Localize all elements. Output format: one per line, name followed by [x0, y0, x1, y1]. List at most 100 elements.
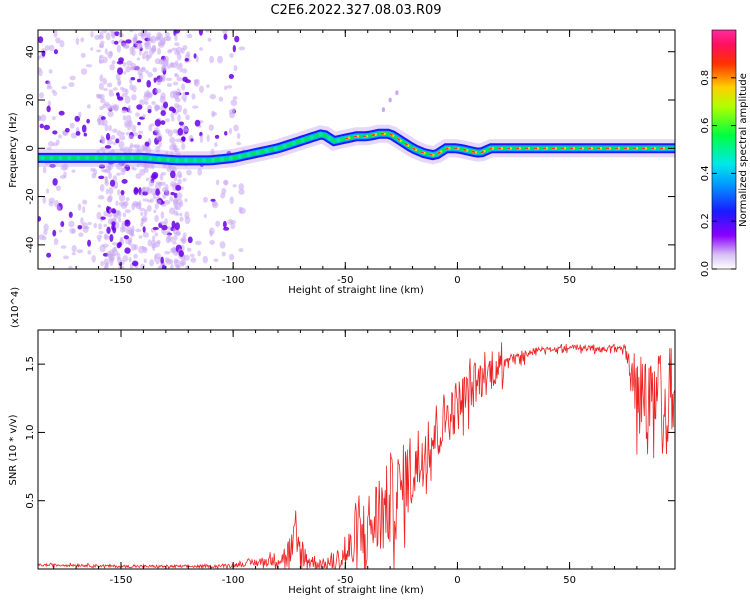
scatter-blob	[131, 260, 139, 267]
scatter-blob	[108, 92, 115, 97]
scatter-blob	[76, 249, 84, 254]
scatter-blob	[174, 222, 180, 231]
scatter-blob	[143, 161, 148, 170]
scatter-blob	[184, 79, 191, 84]
scatter-blob	[126, 60, 133, 66]
scatter-blob	[233, 124, 239, 132]
scatter-blob	[166, 64, 171, 69]
scatter-blob	[186, 247, 192, 252]
scatter-blob	[123, 146, 130, 154]
snr-x-tick-label: 50	[563, 575, 576, 586]
scatter-blob	[179, 216, 184, 222]
scatter-blob	[145, 70, 149, 74]
scatter-blob	[104, 233, 108, 241]
scatter-blob	[142, 191, 149, 196]
scatter-blob	[39, 123, 44, 129]
scatter-blob	[118, 217, 122, 223]
scatter-blob	[159, 74, 165, 83]
spectrogram-y-tick-label: 0	[25, 145, 36, 151]
scatter-blob	[195, 55, 199, 63]
scatter-blob	[197, 250, 201, 257]
scatter-blob	[59, 40, 65, 48]
scatter-blob	[170, 112, 175, 118]
scatter-blob	[103, 223, 108, 228]
scatter-blob	[175, 265, 181, 269]
scatter-blob	[181, 142, 186, 151]
scatter-blob	[156, 260, 160, 265]
scatter-blob	[160, 203, 167, 207]
scatter-blob	[166, 77, 173, 81]
scatter-blob	[59, 175, 66, 179]
scatter-blob	[381, 107, 386, 113]
scatter-blob	[94, 34, 101, 40]
scatter-blob	[178, 250, 184, 257]
scatter-blob	[145, 54, 150, 62]
scatter-blob	[208, 124, 214, 131]
colorbar-tick-label: 0.6	[700, 118, 711, 134]
scatter-blob	[128, 110, 133, 114]
scatter-blob	[146, 80, 152, 88]
scatter-blob	[62, 255, 69, 260]
scatter-blob	[135, 149, 142, 154]
spectrogram-x-tick-label: -50	[337, 275, 353, 286]
scatter-blob	[99, 74, 104, 82]
scatter-blob	[148, 180, 155, 187]
scatter-blob	[82, 206, 86, 214]
scatter-blob	[86, 118, 90, 124]
scatter-blob	[117, 241, 122, 248]
scatter-blob	[98, 82, 104, 91]
scatter-blob	[173, 205, 179, 210]
scatter-blob	[98, 55, 102, 64]
scatter-blob	[116, 163, 123, 170]
ridge-blob	[327, 135, 332, 141]
scatter-blob	[213, 258, 219, 263]
scatter-blob	[99, 106, 104, 111]
scatter-blob	[142, 226, 146, 233]
scatter-blob	[178, 62, 183, 67]
scatter-blob	[102, 103, 108, 109]
scatter-blob	[155, 105, 160, 111]
scatter-blob	[168, 48, 172, 53]
scatter-blob	[158, 140, 162, 148]
scatter-blob	[120, 189, 125, 196]
scatter-blob	[147, 239, 152, 247]
scatter-blob	[143, 91, 148, 98]
scatter-blob	[229, 253, 235, 261]
scatter-blob	[176, 76, 182, 82]
scatter-blob	[170, 236, 174, 243]
scatter-blob	[71, 251, 76, 256]
scatter-blob	[105, 32, 111, 41]
scatter-blob	[172, 81, 179, 86]
scatter-blob	[154, 183, 161, 191]
scatter-blob	[174, 72, 178, 77]
scatter-blob	[115, 138, 120, 144]
scatter-blob	[222, 220, 227, 228]
scatter-blob	[118, 194, 126, 202]
scatter-blob	[125, 131, 131, 136]
scatter-blob	[154, 202, 159, 210]
scatter-blob	[169, 136, 176, 144]
scatter-blob	[154, 214, 159, 223]
scatter-blob	[108, 187, 114, 195]
scatter-blob	[182, 45, 188, 51]
spectrogram-x-tick-label: -100	[222, 275, 245, 286]
snr-x-tick-label: -50	[337, 575, 353, 586]
scatter-blob	[97, 238, 101, 242]
scatter-blob	[38, 67, 42, 72]
scatter-blob	[226, 85, 233, 89]
scatter-blob	[219, 241, 226, 249]
scatter-blob	[121, 168, 127, 172]
ridge-blob	[336, 137, 341, 143]
scatter-blob	[82, 199, 88, 205]
scatter-blob	[43, 124, 51, 131]
scatter-blob	[115, 172, 122, 176]
scatter-blob	[174, 138, 182, 143]
scatter-blob	[232, 45, 236, 53]
scatter-blob	[43, 229, 48, 236]
scatter-blob	[149, 259, 155, 267]
scatter-blob	[142, 232, 149, 238]
scatter-blob	[80, 68, 88, 75]
scatter-blob	[154, 252, 162, 260]
scatter-blob	[100, 98, 106, 104]
scatter-blob	[146, 204, 152, 212]
